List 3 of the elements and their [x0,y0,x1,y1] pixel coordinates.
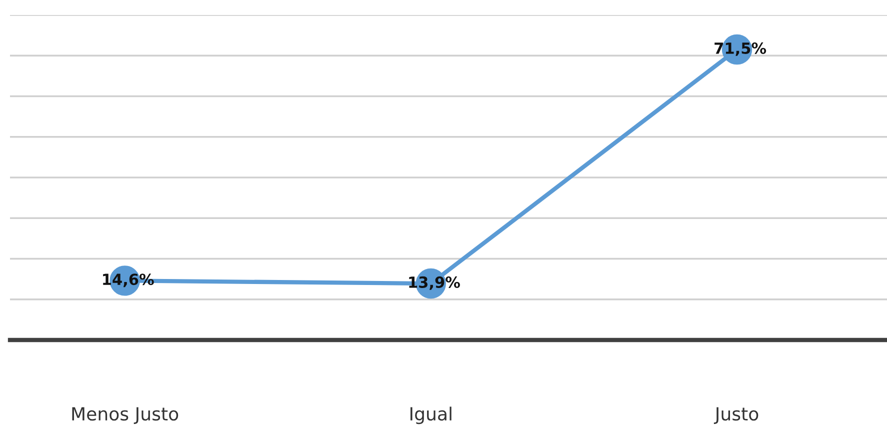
x-tick-label: Igual [410,406,452,424]
x-tick-label: Justo [714,407,758,424]
x-tick-label: Menos Justo [72,407,178,424]
